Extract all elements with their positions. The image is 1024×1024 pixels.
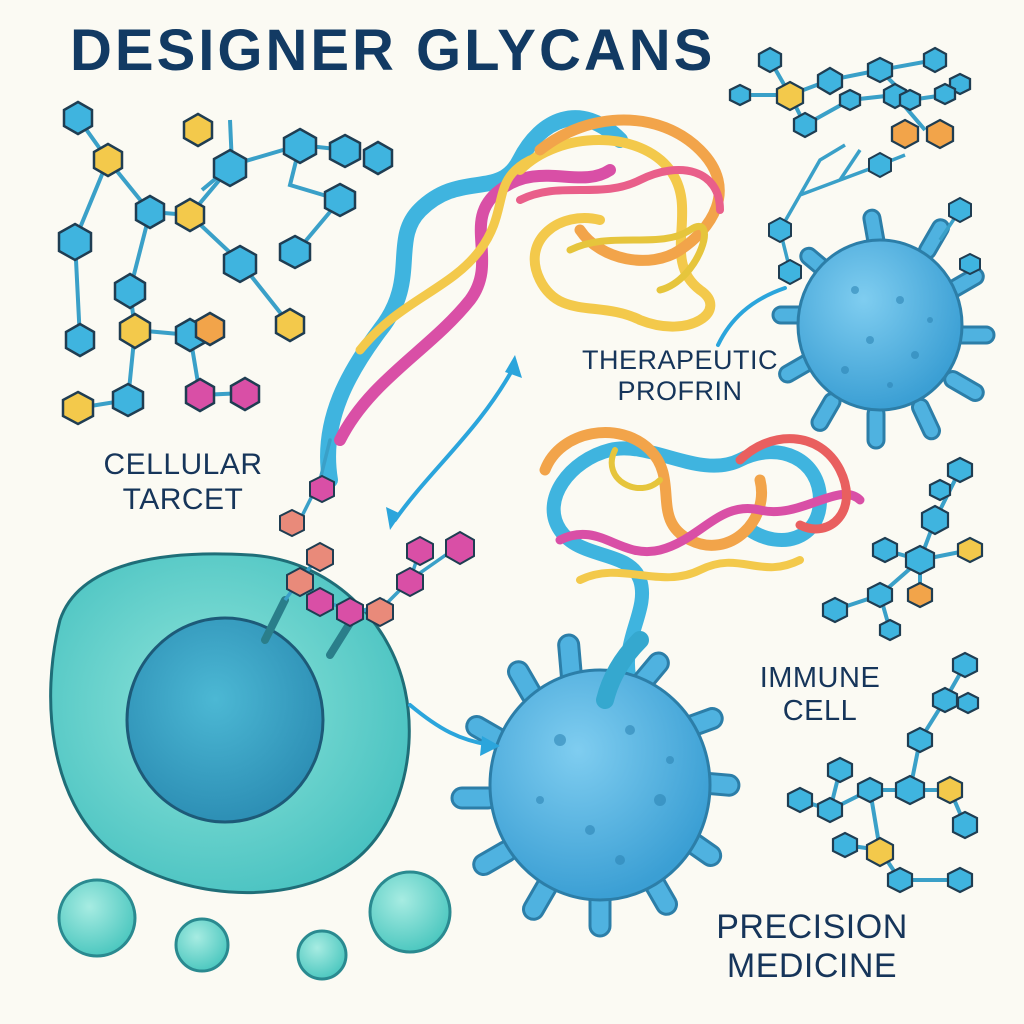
vesicle [296, 929, 348, 981]
vesicle [368, 870, 452, 954]
label-precision-line-1: PRECISION [716, 908, 908, 946]
label-cellular-target-line-1: CELLULAR [103, 448, 263, 481]
target-cell [49, 530, 475, 895]
glycan-cluster-top-right [728, 46, 972, 150]
label-therapeutic-line-1: THERAPEUTIC [581, 345, 779, 375]
immune-cell-bottom [450, 631, 741, 938]
arrows [386, 286, 787, 756]
therapeutic-protein-upper [279, 110, 725, 538]
vesicle [174, 917, 230, 973]
immune-cell-top-right [768, 143, 996, 450]
glycan-cluster-top-left [57, 100, 394, 426]
vesicles [57, 870, 452, 981]
label-immune-line-2: CELL [782, 695, 858, 728]
arrow-to-protein [716, 286, 787, 347]
label-cellular-target-line-2: TARCET [122, 482, 244, 516]
label-immune-cell: IMMUNE CELL [745, 662, 895, 729]
glycan-cluster-right-lower [786, 651, 980, 894]
label-precision-line-2: MEDICINE [726, 947, 898, 986]
vesicle [57, 878, 137, 958]
label-therapeutic-line-2: PROFRIN [617, 376, 743, 407]
therapeutic-protein-lower [539, 427, 865, 687]
glycan-cluster-right-middle [821, 456, 984, 642]
arrow-double [393, 363, 517, 522]
label-cellular-target: CELLULAR TARCET [88, 448, 278, 517]
label-precision-medicine: PRECISION MEDICINE [702, 908, 922, 986]
label-immune-line-1: IMMUNE [759, 662, 881, 694]
label-therapeutic-protein: THERAPEUTIC PROFRIN [565, 345, 795, 407]
page-title: DESIGNER GLYCANS [70, 18, 716, 83]
